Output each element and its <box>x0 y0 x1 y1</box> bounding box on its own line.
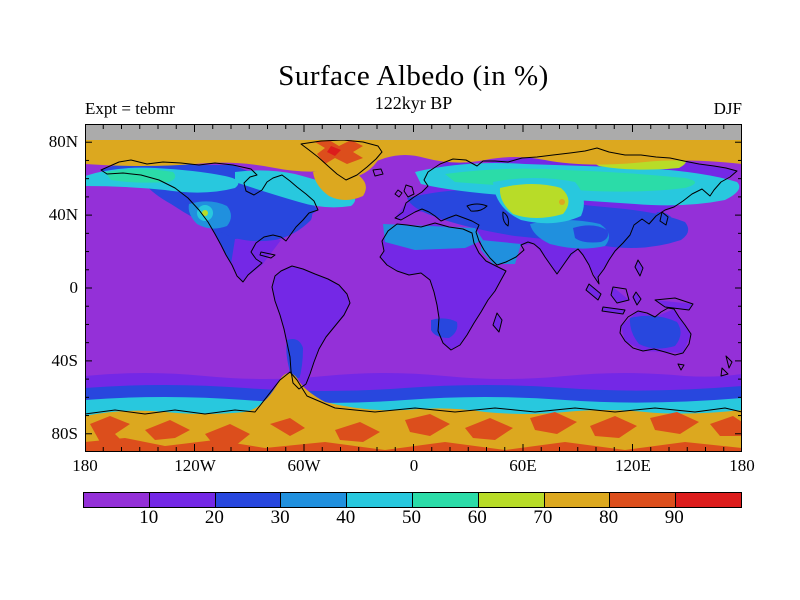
lon-label-120e: 120E <box>615 456 651 475</box>
page-title: Surface Albedo (in %) <box>278 60 549 92</box>
north-america-coast <box>100 159 319 283</box>
south-america-coast <box>271 265 351 390</box>
lon-label-180w: 180 <box>72 456 98 475</box>
lat-label-40n: 40N <box>48 205 78 224</box>
colorbar-segment <box>84 493 150 507</box>
colorbar-label: 90 <box>664 507 684 528</box>
colorbar-swatches <box>83 492 742 508</box>
colorbar-segment <box>347 493 413 507</box>
colorbar-segment <box>676 493 741 507</box>
colorbar-segment <box>149 493 216 507</box>
lat-label-80n: 80N <box>48 132 78 151</box>
coastlines-layer <box>84 139 743 415</box>
africa-coast <box>379 222 507 351</box>
map-canvas <box>84 123 743 453</box>
map-frame <box>85 124 742 452</box>
colorbar-segment <box>412 493 479 507</box>
colorbar-segment <box>281 493 348 507</box>
lon-label-180e: 180 <box>729 456 755 475</box>
colorbar-label: 10 <box>139 507 159 528</box>
albedo-map <box>84 123 743 453</box>
colorbar-label: 60 <box>467 507 487 528</box>
lat-label-40s: 40S <box>51 351 78 370</box>
colorbar-label: 50 <box>402 507 421 528</box>
colorbar-label: 70 <box>533 507 553 528</box>
colorbar-segment <box>215 493 282 507</box>
lon-label-60w: 60W <box>287 456 321 475</box>
lat-label-0: 0 <box>69 278 79 297</box>
colorbar-segment <box>544 493 611 507</box>
antarctica-coast <box>84 371 743 415</box>
colorbar-segment <box>610 493 677 507</box>
lat-label-80s: 80S <box>51 424 78 443</box>
colorbar-label: 30 <box>270 507 290 528</box>
lon-label-120w: 120W <box>174 456 216 475</box>
colorbar-label: 40 <box>336 507 356 528</box>
colorbar-label: 20 <box>204 507 224 528</box>
eurasia-coast <box>394 147 738 285</box>
lon-label-60e: 60E <box>509 456 537 475</box>
experiment-label: Expt = tebmr <box>85 99 175 118</box>
polar-ice-layer <box>85 138 742 452</box>
greenland-coast <box>300 139 383 181</box>
colorbar-labels: 10 20 30 40 50 60 70 80 90 <box>83 507 740 531</box>
australia-coast <box>619 307 692 356</box>
colorbar-label: 80 <box>599 507 619 528</box>
season-label: DJF <box>713 99 742 118</box>
lon-label-0: 0 <box>409 456 419 475</box>
islands-coast <box>259 168 733 377</box>
colorbar-segment <box>478 493 545 507</box>
subtitle: 122kyr BP <box>374 93 453 113</box>
